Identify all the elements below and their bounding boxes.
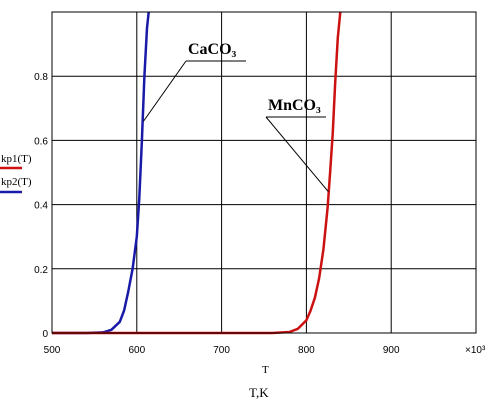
annotation-leader bbox=[265, 116, 329, 193]
y-tick-label: 0.4 bbox=[34, 201, 48, 212]
annotation-leader bbox=[143, 60, 187, 122]
x-tick-label: 800 bbox=[298, 345, 315, 356]
y-tick-label: 0.8 bbox=[34, 72, 48, 83]
annotation-label: CaCO₃ bbox=[188, 41, 237, 58]
series-layer bbox=[52, 11, 342, 335]
y-tick-label: 0.2 bbox=[34, 265, 48, 276]
grid bbox=[52, 12, 476, 333]
legend-label-kp2: kp2(T) bbox=[1, 176, 32, 188]
plot-frame bbox=[51, 11, 477, 334]
y-tick-label: 0.6 bbox=[34, 136, 48, 147]
x-tick-label: 500 bbox=[44, 345, 61, 356]
x-axis-label: T bbox=[262, 364, 269, 376]
legend: kp1(T) kp2(T) bbox=[0, 153, 32, 194]
y-tick-label: 0 bbox=[42, 329, 48, 340]
series-line-0 bbox=[85, 11, 150, 335]
tick-labels: 500 600 700 800 900 0 0.2 0.4 0.6 0.8 bbox=[34, 72, 400, 356]
x-tick-label: 700 bbox=[213, 345, 230, 356]
x-tick-label: 600 bbox=[128, 345, 145, 356]
annotations: CaCO₃ MnCO₃ bbox=[143, 41, 329, 193]
x-tick-label: 900 bbox=[383, 345, 400, 356]
legend-label-kp1: kp1(T) bbox=[1, 153, 32, 165]
series-line-1 bbox=[272, 11, 342, 335]
x-axis-caption: T,K bbox=[249, 385, 269, 400]
annotation-label: MnCO₃ bbox=[268, 97, 321, 114]
x-multiplier-label: ×10³ bbox=[465, 345, 486, 356]
